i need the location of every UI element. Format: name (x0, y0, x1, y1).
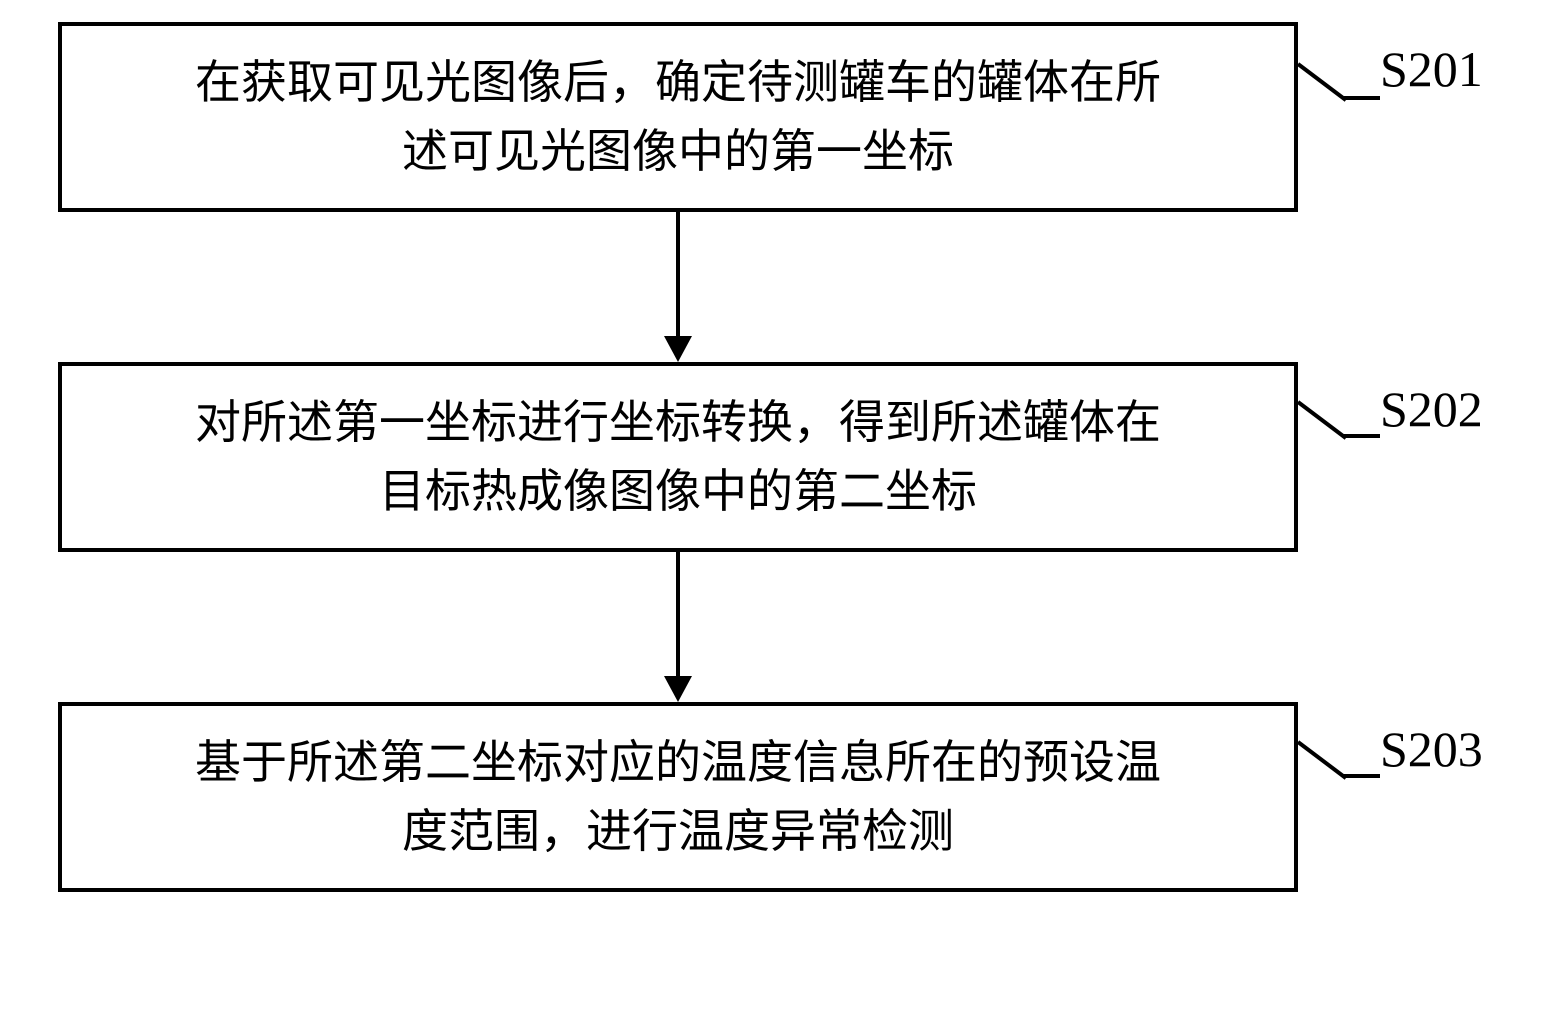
node-2-text: 对所述第一坐标进行坐标转换，得到所述罐体在 目标热成像图像中的第二坐标 (195, 388, 1161, 526)
elbow-2-horiz (1344, 434, 1380, 438)
elbow-2-diag (1297, 400, 1347, 439)
flowchart-node-3: 基于所述第二坐标对应的温度信息所在的预设温 度范围，进行温度异常检测 (58, 702, 1298, 892)
elbow-1-diag (1297, 62, 1347, 101)
node-3-text: 基于所述第二坐标对应的温度信息所在的预设温 度范围，进行温度异常检测 (195, 728, 1161, 866)
step-label-2: S202 (1380, 380, 1483, 438)
elbow-1-horiz (1344, 96, 1380, 100)
elbow-3-diag (1297, 740, 1347, 779)
arrow-1-2 (664, 336, 692, 362)
flowchart-container: 在获取可见光图像后，确定待测罐车的罐体在所 述可见光图像中的第一坐标 S201 … (0, 0, 1554, 1011)
elbow-3-horiz (1344, 774, 1380, 778)
connector-1-2 (676, 212, 680, 336)
flowchart-node-2: 对所述第一坐标进行坐标转换，得到所述罐体在 目标热成像图像中的第二坐标 (58, 362, 1298, 552)
node-1-text: 在获取可见光图像后，确定待测罐车的罐体在所 述可见光图像中的第一坐标 (195, 48, 1161, 186)
step-label-3: S203 (1380, 720, 1483, 778)
connector-2-3 (676, 552, 680, 676)
step-label-1: S201 (1380, 40, 1483, 98)
arrow-2-3 (664, 676, 692, 702)
flowchart-node-1: 在获取可见光图像后，确定待测罐车的罐体在所 述可见光图像中的第一坐标 (58, 22, 1298, 212)
